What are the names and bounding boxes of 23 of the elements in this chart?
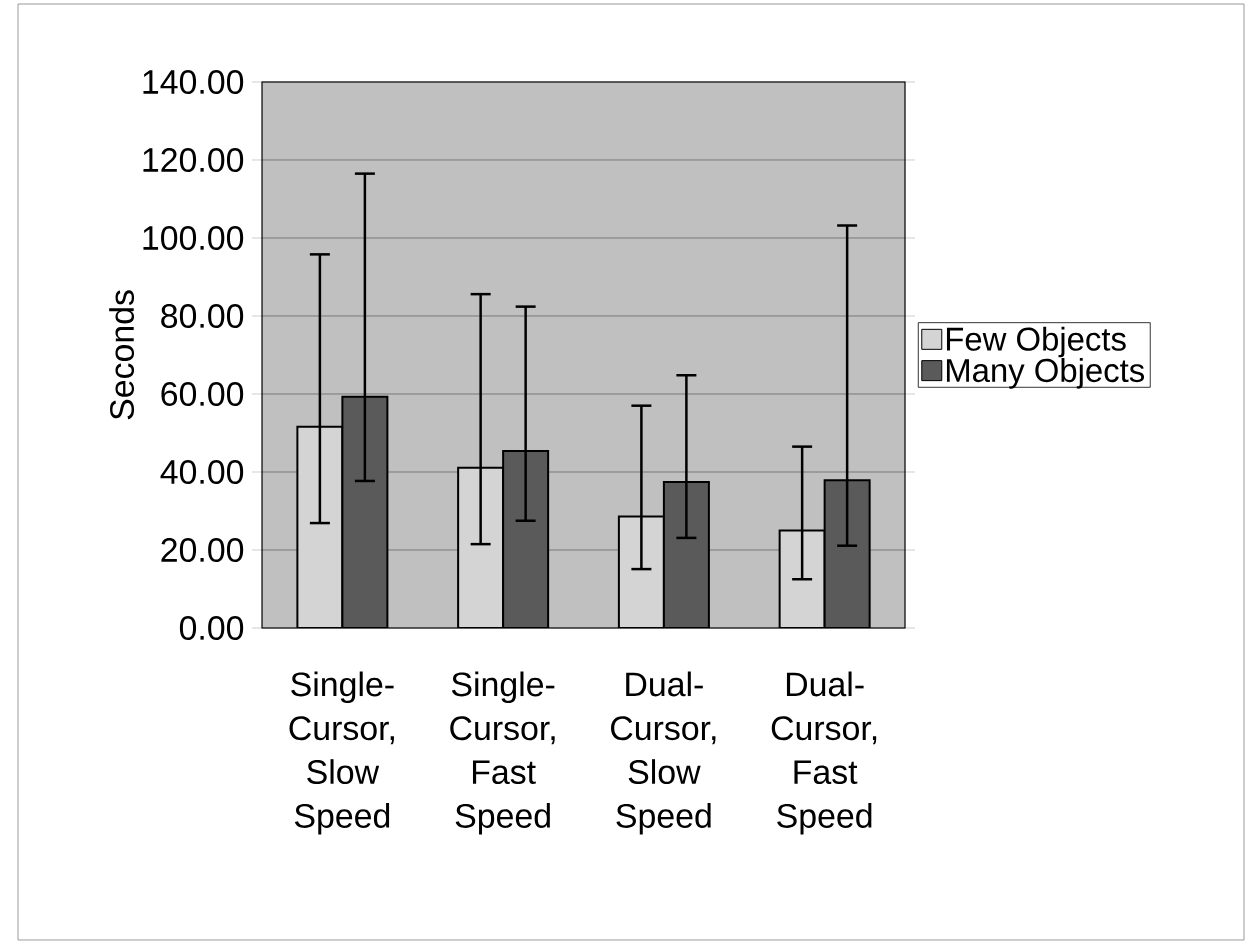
y-tick-label: 0.00 xyxy=(179,615,244,640)
y-tick-label: 140.00 xyxy=(143,69,244,94)
legend-label: Many Objects xyxy=(946,357,1145,389)
y-tick-label: 100.00 xyxy=(143,225,244,250)
legend-label: Few Objects xyxy=(946,326,1126,358)
bar xyxy=(823,479,871,628)
bar xyxy=(296,425,344,628)
y-tick-label: 20.00 xyxy=(161,537,244,562)
y-tick-label: 120.00 xyxy=(143,147,244,172)
y-tick-label: 60.00 xyxy=(161,381,244,406)
x-tick-label: Dual-Cursor, Fast Speed xyxy=(771,671,877,835)
bar xyxy=(341,395,389,628)
x-tick-label: Single-Cursor, Fast Speed xyxy=(450,671,555,835)
bar xyxy=(778,529,826,628)
bar xyxy=(617,515,665,628)
bar xyxy=(662,481,710,628)
x-tick-label: Dual-Cursor, Slow Speed xyxy=(611,671,716,835)
y-tick-label: 80.00 xyxy=(161,303,244,328)
y-tick-label: 40.00 xyxy=(160,459,244,484)
bar xyxy=(502,449,550,628)
bar xyxy=(457,466,505,628)
x-tick-label: Single-Cursor, Slow Speed xyxy=(289,671,394,835)
y-axis-title: Seconds xyxy=(109,290,135,420)
